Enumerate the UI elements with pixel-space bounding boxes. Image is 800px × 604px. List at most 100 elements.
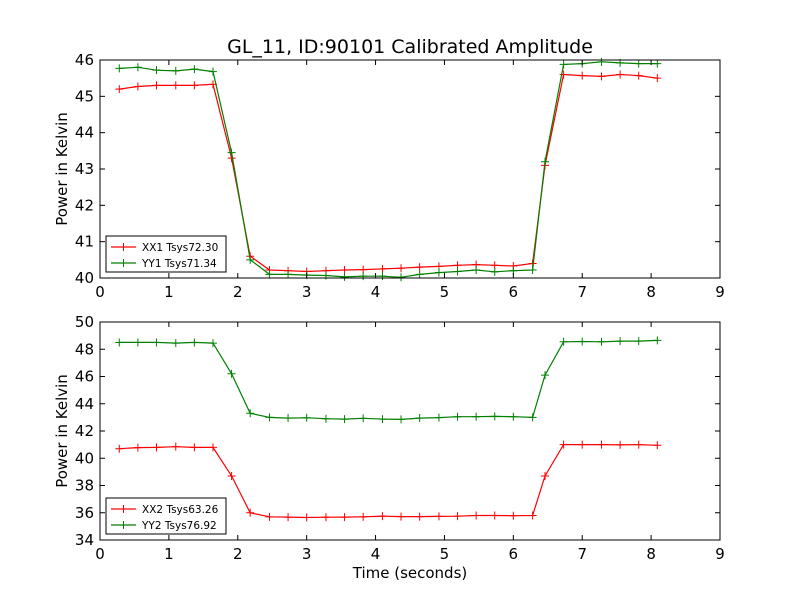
data-point	[378, 264, 387, 273]
y-tick-label: 44	[75, 124, 94, 142]
legend-label: YY1 Tsys71.34	[141, 258, 217, 270]
data-point	[133, 63, 142, 72]
data-point	[321, 513, 330, 522]
data-point	[133, 443, 142, 452]
data-point	[265, 413, 274, 422]
data-point	[472, 511, 481, 520]
data-point	[653, 59, 662, 68]
data-point	[559, 70, 568, 79]
data-point	[597, 72, 606, 81]
x-tick-label: 1	[164, 283, 174, 301]
y-tick-label: 40	[75, 269, 94, 287]
y-tick-label: 36	[75, 504, 94, 522]
data-point	[434, 268, 443, 277]
data-point	[115, 444, 124, 453]
data-point	[171, 81, 180, 90]
data-point	[397, 512, 406, 521]
data-point	[378, 272, 387, 281]
data-point	[115, 338, 124, 347]
data-point	[284, 270, 293, 279]
data-point	[340, 272, 349, 281]
legend-marker	[119, 259, 128, 267]
data-point	[472, 412, 481, 421]
data-point	[578, 337, 587, 346]
x-tick-label: 2	[233, 283, 243, 301]
x-tick-label: 8	[646, 545, 656, 563]
data-point	[559, 337, 568, 346]
x-tick-label: 5	[440, 545, 450, 563]
chart-title: GL_11, ID:90101 Calibrated Amplitude	[227, 36, 593, 58]
data-point	[340, 415, 349, 424]
data-point	[190, 81, 199, 90]
data-point	[616, 440, 625, 449]
y-tick-label: 44	[75, 395, 94, 413]
data-point	[453, 412, 462, 421]
data-point	[541, 157, 550, 166]
data-point	[616, 70, 625, 79]
data-point	[597, 337, 606, 346]
data-point	[227, 369, 236, 378]
data-point	[152, 338, 161, 347]
data-point	[340, 266, 349, 275]
legend-marker	[119, 521, 128, 529]
data-point	[190, 443, 199, 452]
data-point	[597, 57, 606, 66]
x-tick-label: 4	[371, 283, 381, 301]
data-point	[415, 414, 424, 423]
data-point	[340, 513, 349, 522]
data-point	[265, 512, 274, 521]
data-point	[434, 413, 443, 422]
x-tick-label: 9	[715, 283, 725, 301]
data-point	[597, 440, 606, 449]
x-tick-label: 5	[440, 283, 450, 301]
data-point	[490, 511, 499, 520]
x-tick-label: 2	[233, 545, 243, 563]
legend-marker	[119, 243, 128, 251]
data-point	[265, 270, 274, 279]
data-point	[653, 441, 662, 450]
legend: XX2 Tsys63.26 YY2 Tsys76.92	[105, 497, 227, 535]
data-point	[359, 414, 368, 423]
data-point	[227, 148, 236, 157]
y-tick-label: 38	[75, 477, 94, 495]
legend-marker	[119, 505, 128, 513]
data-point	[115, 64, 124, 73]
data-point	[578, 440, 587, 449]
data-point	[208, 339, 217, 348]
data-point	[509, 511, 518, 520]
data-point	[453, 267, 462, 276]
legend-label: XX1 Tsys72.30	[142, 242, 218, 254]
data-point	[284, 414, 293, 423]
data-point	[653, 336, 662, 345]
data-point	[133, 338, 142, 347]
y-tick-label: 46	[75, 368, 94, 386]
data-point	[152, 443, 161, 452]
data-point	[208, 443, 217, 452]
y-tick-label: 34	[75, 531, 94, 549]
x-tick-label: 0	[95, 545, 105, 563]
data-point	[246, 255, 255, 264]
data-point	[208, 67, 217, 76]
data-point	[190, 338, 199, 347]
data-point	[559, 440, 568, 449]
data-point	[634, 440, 643, 449]
data-point	[378, 415, 387, 424]
data-point	[509, 412, 518, 421]
data-point	[528, 413, 537, 422]
data-point	[528, 266, 537, 275]
data-point	[472, 266, 481, 275]
data-point	[321, 414, 330, 423]
data-point	[284, 513, 293, 522]
data-point	[634, 71, 643, 80]
data-point	[246, 409, 255, 418]
x-tick-label: 9	[715, 545, 725, 563]
x-tick-label: 1	[164, 545, 174, 563]
data-point	[634, 337, 643, 346]
data-point	[434, 512, 443, 521]
legend-box	[105, 497, 227, 535]
y-tick-label: 42	[75, 196, 94, 214]
y-tick-label: 43	[75, 160, 94, 178]
